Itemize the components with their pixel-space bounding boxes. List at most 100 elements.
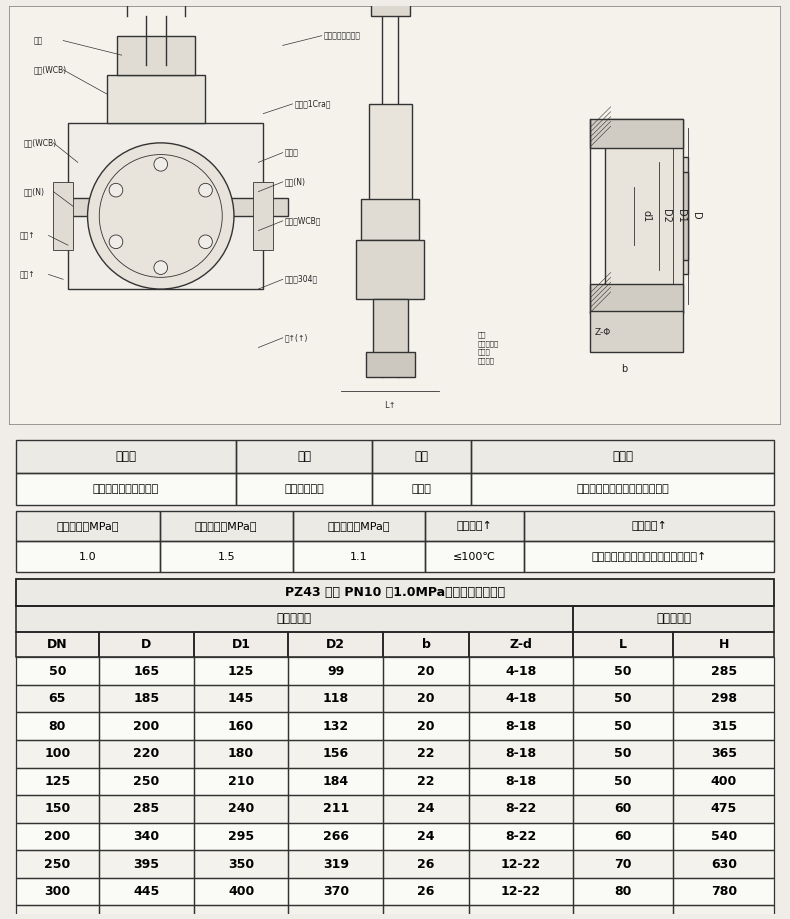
Bar	[469, 795, 573, 823]
Text: 630: 630	[711, 857, 737, 870]
Bar	[194, 740, 288, 767]
Bar	[590, 284, 683, 313]
Bar	[16, 579, 774, 606]
Text: b: b	[621, 364, 627, 374]
Bar	[383, 631, 469, 657]
Bar	[664, 157, 688, 275]
Bar	[471, 440, 774, 472]
Bar	[383, 767, 469, 795]
Bar	[235, 472, 372, 505]
Bar	[425, 511, 524, 541]
Bar	[117, 36, 195, 74]
Text: 100: 100	[44, 747, 70, 760]
Text: 8-18: 8-18	[506, 775, 536, 788]
Text: 350: 350	[228, 857, 254, 870]
Text: 阀体（WCB）: 阀体（WCB）	[284, 216, 321, 225]
Text: 不锈钉、碳钉、灰铸铁: 不锈钉、碳钉、灰铸铁	[92, 483, 159, 494]
Text: 300: 300	[44, 885, 70, 898]
Bar	[160, 541, 292, 573]
Bar	[469, 657, 573, 685]
Bar	[16, 606, 573, 631]
Bar	[369, 104, 412, 201]
Bar	[99, 685, 194, 712]
Bar	[469, 795, 573, 823]
Bar	[16, 472, 235, 505]
Text: D: D	[690, 212, 701, 220]
Text: 150: 150	[44, 802, 70, 815]
Text: 80: 80	[615, 913, 632, 919]
Bar	[469, 712, 573, 740]
Bar	[194, 740, 288, 767]
Bar	[573, 740, 674, 767]
Bar	[194, 850, 288, 878]
Text: 460: 460	[228, 913, 254, 919]
Bar	[469, 850, 573, 878]
Bar	[99, 823, 194, 850]
Bar	[194, 795, 288, 823]
Bar	[288, 631, 383, 657]
Text: 65: 65	[49, 692, 66, 705]
Text: 160: 160	[228, 720, 254, 732]
Text: 公称压力（MPa）: 公称压力（MPa）	[56, 521, 119, 531]
Bar	[573, 905, 674, 919]
Bar	[674, 767, 774, 795]
Bar	[16, 579, 774, 606]
Text: 26: 26	[417, 857, 434, 870]
Bar	[99, 905, 194, 919]
Text: 24: 24	[417, 830, 434, 843]
Bar	[469, 740, 573, 767]
Text: 12-22: 12-22	[501, 857, 541, 870]
Text: 118: 118	[323, 692, 349, 705]
Bar	[383, 685, 469, 712]
Bar	[16, 631, 99, 657]
Bar	[235, 472, 372, 505]
Text: 145: 145	[228, 692, 254, 705]
Bar	[99, 631, 194, 657]
Text: 200: 200	[134, 720, 160, 732]
Bar	[356, 241, 424, 299]
Bar	[383, 685, 469, 712]
Bar	[235, 440, 372, 472]
Bar	[573, 767, 674, 795]
Text: 1.1: 1.1	[350, 552, 368, 562]
Bar	[16, 767, 99, 795]
Text: 填料盒: 填料盒	[284, 148, 299, 157]
Text: 阀↑(↑): 阀↑(↑)	[284, 334, 308, 342]
Text: 80: 80	[49, 720, 66, 732]
Text: 20: 20	[417, 664, 434, 677]
Bar	[573, 878, 674, 905]
Text: 99: 99	[327, 664, 344, 677]
Bar	[16, 541, 160, 573]
Text: 125: 125	[228, 664, 254, 677]
Text: 26: 26	[417, 885, 434, 898]
Text: 156: 156	[323, 747, 349, 760]
Bar	[99, 740, 194, 767]
Bar	[383, 712, 469, 740]
Text: 体、盖: 体、盖	[115, 450, 136, 463]
Text: 工作温度↑: 工作温度↑	[457, 521, 493, 531]
Text: DN: DN	[47, 638, 68, 651]
Bar	[194, 712, 288, 740]
Bar	[573, 795, 674, 823]
Bar	[605, 119, 683, 313]
Text: 上盖(WCB): 上盖(WCB)	[24, 139, 57, 147]
Bar	[292, 541, 425, 573]
Bar	[194, 905, 288, 919]
Text: 密封试验（MPa）: 密封试验（MPa）	[328, 521, 390, 531]
Text: 250: 250	[44, 857, 70, 870]
Bar	[99, 823, 194, 850]
Text: 8-18: 8-18	[506, 747, 536, 760]
Bar	[674, 685, 774, 712]
Bar	[383, 795, 469, 823]
Bar	[674, 878, 774, 905]
Text: 200: 200	[44, 830, 70, 843]
Text: 螺栓↑: 螺栓↑	[19, 231, 35, 240]
Bar	[590, 119, 683, 148]
Bar	[16, 823, 99, 850]
Text: 266: 266	[323, 830, 349, 843]
Bar	[16, 440, 235, 472]
Bar	[573, 712, 674, 740]
Bar	[573, 850, 674, 878]
Text: 24: 24	[417, 802, 434, 815]
Bar	[288, 905, 383, 919]
